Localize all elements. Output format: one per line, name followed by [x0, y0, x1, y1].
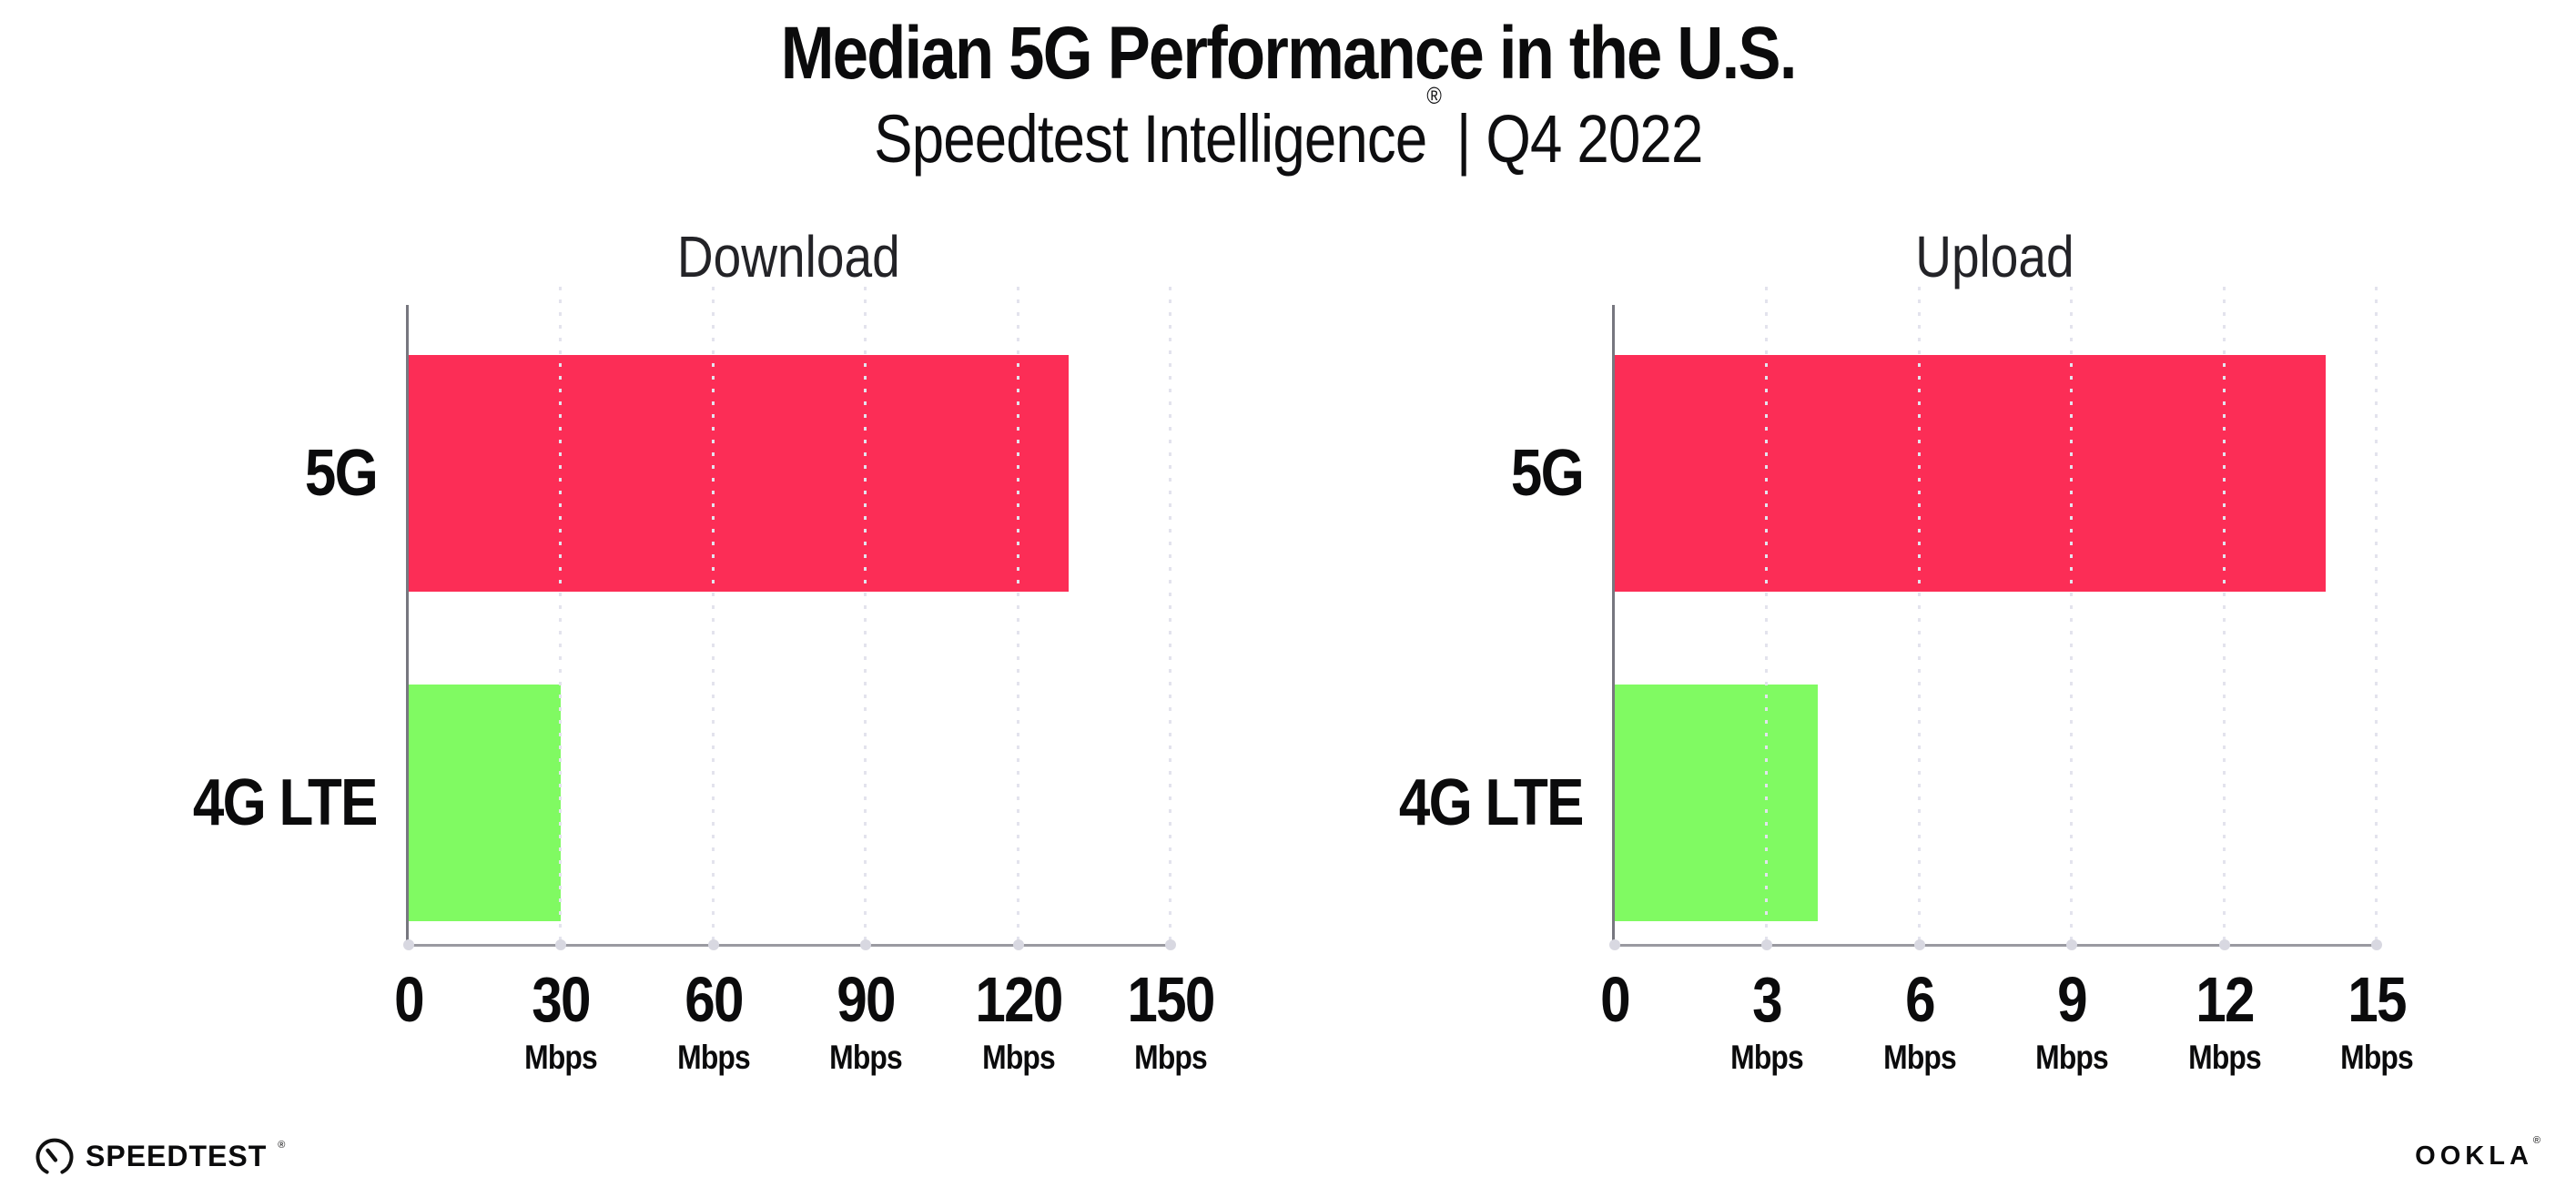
bar-5g — [1615, 355, 2327, 592]
speedtest-gauge-icon — [35, 1138, 74, 1174]
tick-number: 150 — [1127, 964, 1215, 1035]
gridline — [559, 287, 563, 944]
gridline — [1016, 287, 1019, 944]
tick-number: 120 — [974, 964, 1063, 1035]
x-tick-label: 120 Mbps — [968, 968, 1069, 1074]
plot-area: 0 3 Mbps 6 Mbps 9 Mbps 12 Mbps 15 Mbps — [1600, 287, 2414, 1074]
page-subtitle-text: Speedtest Intelligence® | Q4 2022 — [873, 83, 1704, 177]
gridline — [1765, 287, 1769, 944]
tick-unit: Mbps — [1730, 1039, 1805, 1076]
download-chart-title: Download — [676, 224, 900, 289]
axis-tick-dot — [403, 939, 414, 950]
speedtest-trademark-mark: ® — [278, 1140, 286, 1151]
gridline — [1169, 287, 1171, 944]
axis-tick-dot — [2371, 939, 2382, 950]
speedtest-logo: SPEEDTEST ® — [35, 1136, 285, 1176]
x-tick-label: 12 Mbps — [2182, 968, 2267, 1074]
axis-tick-dot — [1165, 939, 1176, 950]
ookla-logo: OOKLA® — [2415, 1135, 2545, 1172]
tick-number: 12 — [2195, 964, 2255, 1035]
x-tick-label: 15 Mbps — [2335, 968, 2419, 1074]
ookla-wordmark: OOKLA — [2415, 1141, 2533, 1171]
category-label-5g: 5G — [304, 437, 379, 510]
axis-tick-dot — [1012, 939, 1024, 950]
tick-unit: Mbps — [829, 1039, 903, 1076]
x-tick-label: 90 Mbps — [824, 968, 908, 1074]
tick-number: 6 — [1904, 964, 1935, 1035]
tick-unit: Mbps — [981, 1039, 1056, 1076]
tick-unit: Mbps — [2187, 1039, 2262, 1076]
axis-tick-dot — [2218, 939, 2230, 950]
category-label-4g-lte: 4G LTE — [1399, 766, 1585, 839]
category-label-4g-lte: 4G LTE — [193, 766, 379, 839]
tick-number: 30 — [532, 964, 592, 1035]
registered-trademark-mark: ® — [1426, 82, 1441, 110]
axis-tick-dot — [1913, 939, 1925, 950]
axis-tick-dot — [860, 939, 872, 950]
plot-area: 0 30 Mbps 60 Mbps 90 Mbps 120 Mbps 150 Mbps — [394, 287, 1215, 1074]
x-tick-label: 9 Mbps — [2030, 968, 2115, 1074]
gridline — [2375, 287, 2378, 944]
subtitle-brand: Speedtest Intelligence — [873, 101, 1427, 177]
tick-number: 15 — [2348, 964, 2407, 1035]
category-label-5g: 5G — [1510, 437, 1585, 510]
gridline — [2222, 287, 2226, 944]
x-tick-label: 6 Mbps — [1877, 968, 1962, 1074]
tick-number: 0 — [1600, 964, 1630, 1035]
bar-5g — [409, 355, 1070, 592]
tick-unit: Mbps — [524, 1039, 599, 1076]
tick-unit: Mbps — [1882, 1039, 1957, 1076]
tick-number: 60 — [685, 964, 744, 1035]
axis-tick-dot — [1761, 939, 1773, 950]
download-chart: Download 5G 4G LTE 0 30 Mbps 60 Mbps 90 Mbps 12… — [115, 228, 1243, 1133]
axis-tick-dot — [1609, 939, 1620, 950]
x-tick-label: 60 Mbps — [671, 968, 756, 1074]
axis-tick-dot — [555, 939, 567, 950]
tick-number: 3 — [1752, 964, 1783, 1035]
tick-number: 9 — [2057, 964, 2087, 1035]
bar-4g-lte — [1615, 685, 1819, 921]
x-tick-label: 30 Mbps — [519, 968, 603, 1074]
x-tick-label: 150 Mbps — [1121, 968, 1222, 1074]
gridline — [2070, 287, 2074, 944]
upload-chart: Upload 5G 4G LTE 0 3 Mbps 6 Mbps 9 Mbps 12 Mbps 1… — [1321, 228, 2449, 1133]
gridline — [1917, 287, 1921, 944]
tick-number: 90 — [837, 964, 896, 1035]
tick-unit: Mbps — [676, 1039, 751, 1076]
tick-number: 0 — [394, 964, 424, 1035]
gridline — [864, 287, 867, 944]
axis-tick-dot — [2066, 939, 2078, 950]
tick-unit: Mbps — [2340, 1039, 2414, 1076]
page-subtitle: Speedtest Intelligence® | Q4 2022 — [0, 83, 2576, 177]
x-tick-label: 0 — [392, 968, 426, 1031]
bar-4g-lte — [409, 685, 562, 921]
upload-chart-title: Upload — [1914, 224, 2074, 289]
subtitle-period: | Q4 2022 — [1440, 101, 1704, 177]
tick-unit: Mbps — [1134, 1039, 1208, 1076]
gridline — [711, 287, 715, 944]
speedtest-wordmark: SPEEDTEST — [86, 1139, 268, 1172]
page-title: Median 5G Performance in the U.S. — [0, 12, 2576, 95]
ookla-trademark-mark: ® — [2532, 1135, 2545, 1147]
x-tick-label: 0 — [1598, 968, 1632, 1031]
page-title-text: Median 5G Performance in the U.S. — [780, 12, 1798, 95]
axis-tick-dot — [707, 939, 719, 950]
tick-unit: Mbps — [2035, 1039, 2109, 1076]
x-tick-label: 3 Mbps — [1725, 968, 1810, 1074]
